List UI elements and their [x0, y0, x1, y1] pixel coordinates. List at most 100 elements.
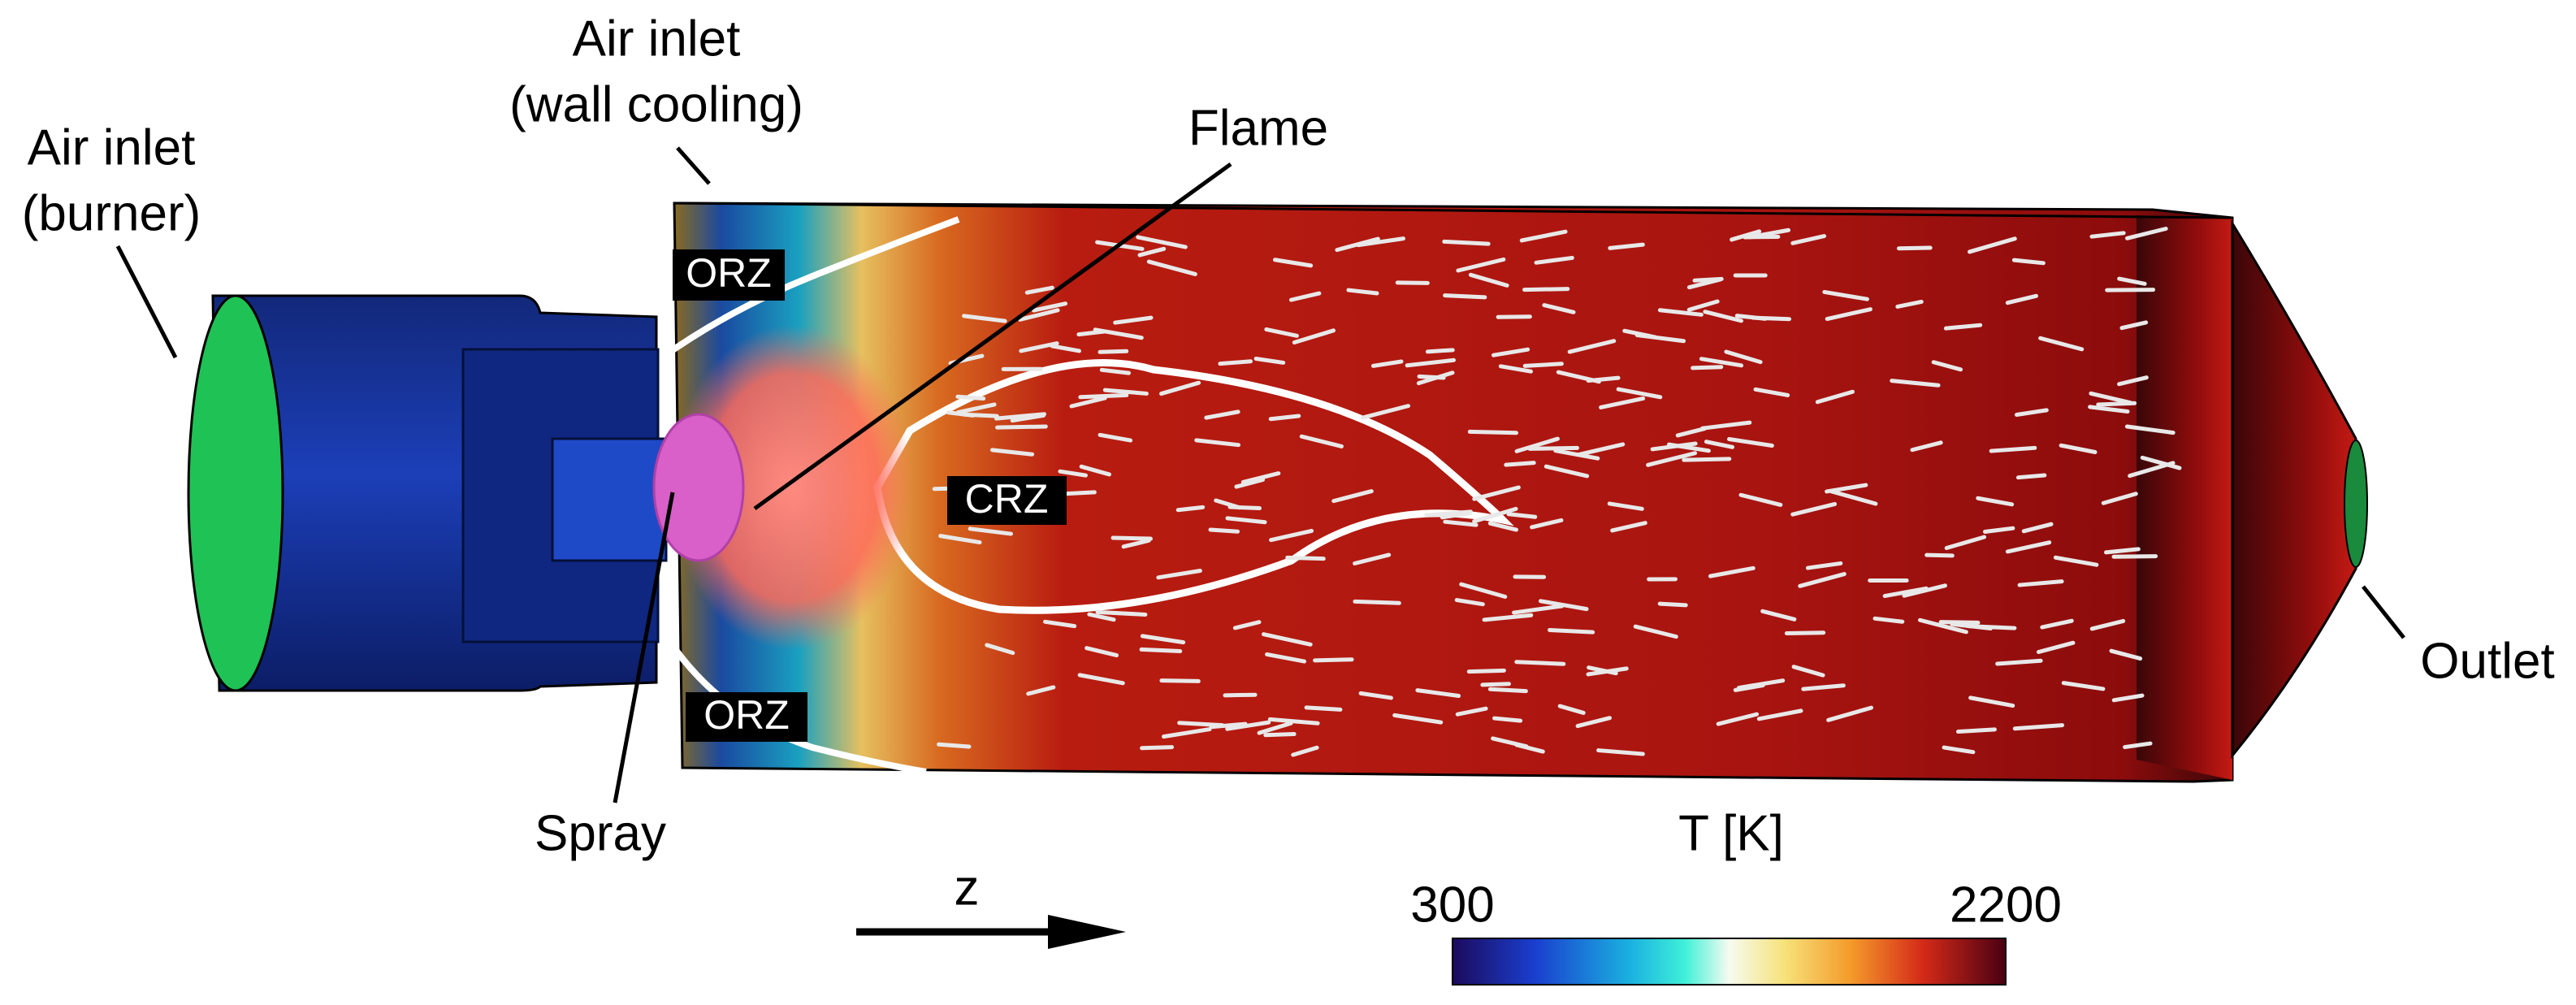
velocity-arrow — [1756, 708, 1803, 721]
velocity-arrow — [1468, 272, 1509, 288]
velocity-arrow — [1784, 630, 1826, 635]
velocity-arrow — [1353, 599, 1401, 605]
velocity-arrow — [1137, 246, 1167, 258]
velocity-arrow — [1608, 242, 1645, 250]
velocity-arrow — [1498, 364, 1533, 374]
velocity-arrow — [1989, 445, 2037, 453]
velocity-arrow — [1607, 501, 1644, 511]
velocity-arrow — [1077, 673, 1125, 686]
velocity-arrow — [1240, 471, 1281, 484]
velocity-arrow — [1575, 716, 1612, 729]
velocity-arrow — [1822, 289, 1869, 301]
velocity-arrow — [1506, 512, 1538, 519]
velocity-arrow — [1931, 360, 1963, 372]
velocity-arrow — [1724, 349, 1763, 365]
velocity-arrow — [1262, 632, 1313, 647]
velocity-arrow — [1466, 668, 1506, 674]
velocity-arrow — [1356, 236, 1406, 248]
velocity-arrow — [1726, 437, 1774, 448]
velocity-arrow — [1733, 683, 1765, 692]
velocity-arrow — [1177, 721, 1225, 728]
velocity-arrow — [1425, 348, 1455, 354]
velocity-arrow — [1512, 604, 1565, 615]
velocity-arrow — [1443, 293, 1487, 300]
velocity-arrow — [1234, 477, 1266, 489]
velocity-arrow — [1269, 528, 1314, 543]
velocity-arrow — [1265, 652, 1307, 664]
velocity-arrow — [1548, 627, 1595, 635]
velocity-arrow — [1514, 436, 1560, 453]
velocity-arrow — [1459, 582, 1508, 599]
velocity-arrow — [1267, 717, 1320, 726]
region-box — [686, 692, 807, 742]
velocity-arrow — [1346, 288, 1379, 296]
velocity-arrow — [1610, 521, 1647, 533]
velocity-arrow — [955, 402, 997, 415]
velocity-arrow — [1098, 432, 1133, 443]
velocity-arrow — [1304, 705, 1343, 712]
velocity-arrow — [1058, 469, 1088, 478]
velocity-arrow — [1575, 442, 1626, 457]
velocity-arrow — [1069, 396, 1107, 409]
velocity-arrow — [1443, 519, 1478, 527]
burner — [187, 294, 668, 692]
velocity-arrow — [989, 448, 1035, 457]
velocity-arrow — [937, 742, 972, 749]
velocity-arrow — [1646, 451, 1698, 467]
velocity-arrow — [955, 394, 986, 401]
velocity-arrow — [1331, 489, 1374, 504]
velocity-arrow — [1968, 695, 2015, 708]
velocity-arrow — [1272, 258, 1314, 268]
velocity-arrow — [2117, 276, 2147, 286]
velocity-arrow — [1790, 234, 1827, 245]
velocity-arrow — [1085, 646, 1119, 658]
velocity-arrow — [1557, 704, 1586, 715]
velocity-arrow — [2103, 547, 2141, 555]
velocity-arrow — [1291, 745, 1319, 757]
velocity-arrow — [2053, 555, 2099, 567]
velocity-arrow — [1480, 682, 1511, 687]
velocity-arrow — [1825, 307, 1872, 322]
velocity-arrow — [2109, 648, 2143, 661]
velocity-arrow — [2125, 227, 2168, 240]
velocity-arrow — [1943, 323, 1983, 331]
leader-line — [676, 146, 711, 185]
axis-arrowhead — [1048, 915, 1126, 949]
velocity-arrow — [1738, 492, 1783, 507]
velocity-arrow — [1616, 387, 1663, 400]
velocity-arrow — [2088, 405, 2130, 414]
velocity-arrow — [1882, 586, 1929, 599]
velocity-arrow — [1093, 327, 1144, 340]
velocity-arrow — [2011, 258, 2046, 266]
region-label: CRZ — [965, 476, 1049, 522]
velocity-arrow — [1098, 349, 1129, 354]
velocity-arrow — [1950, 622, 1993, 631]
velocity-arrow — [1514, 743, 1545, 754]
velocity-arrow — [2005, 540, 2052, 554]
velocity-arrow — [1392, 713, 1444, 725]
velocity-arrow — [2061, 681, 2106, 691]
velocity-arrow — [2017, 579, 2064, 587]
velocity-arrow — [1522, 362, 1564, 368]
velocity-arrow — [1910, 440, 1943, 453]
velocity-arrow — [1099, 367, 1132, 375]
velocity-arrow — [1110, 535, 1153, 541]
velocity-arrow — [1019, 341, 1059, 353]
velocity-arrow — [2038, 336, 2085, 352]
velocity-arrow — [1472, 506, 1518, 524]
velocity-arrow — [2124, 424, 2176, 435]
velocity-arrow — [1596, 748, 1645, 756]
velocity-arrow — [1666, 442, 1711, 453]
velocity-arrow — [2040, 618, 2074, 630]
annotation: Air inlet — [28, 119, 196, 175]
velocity-arrow — [1087, 612, 1116, 622]
velocity-arrow — [1530, 518, 1564, 530]
velocity-arrow — [1417, 374, 1446, 380]
velocity-arrow — [1586, 666, 1629, 677]
velocity-arrow — [1657, 601, 1688, 608]
velocity-arrow — [1292, 328, 1336, 344]
velocity-arrow — [1140, 745, 1175, 751]
velocity-arrow — [1370, 359, 1404, 368]
velocity-arrow — [1078, 392, 1129, 400]
